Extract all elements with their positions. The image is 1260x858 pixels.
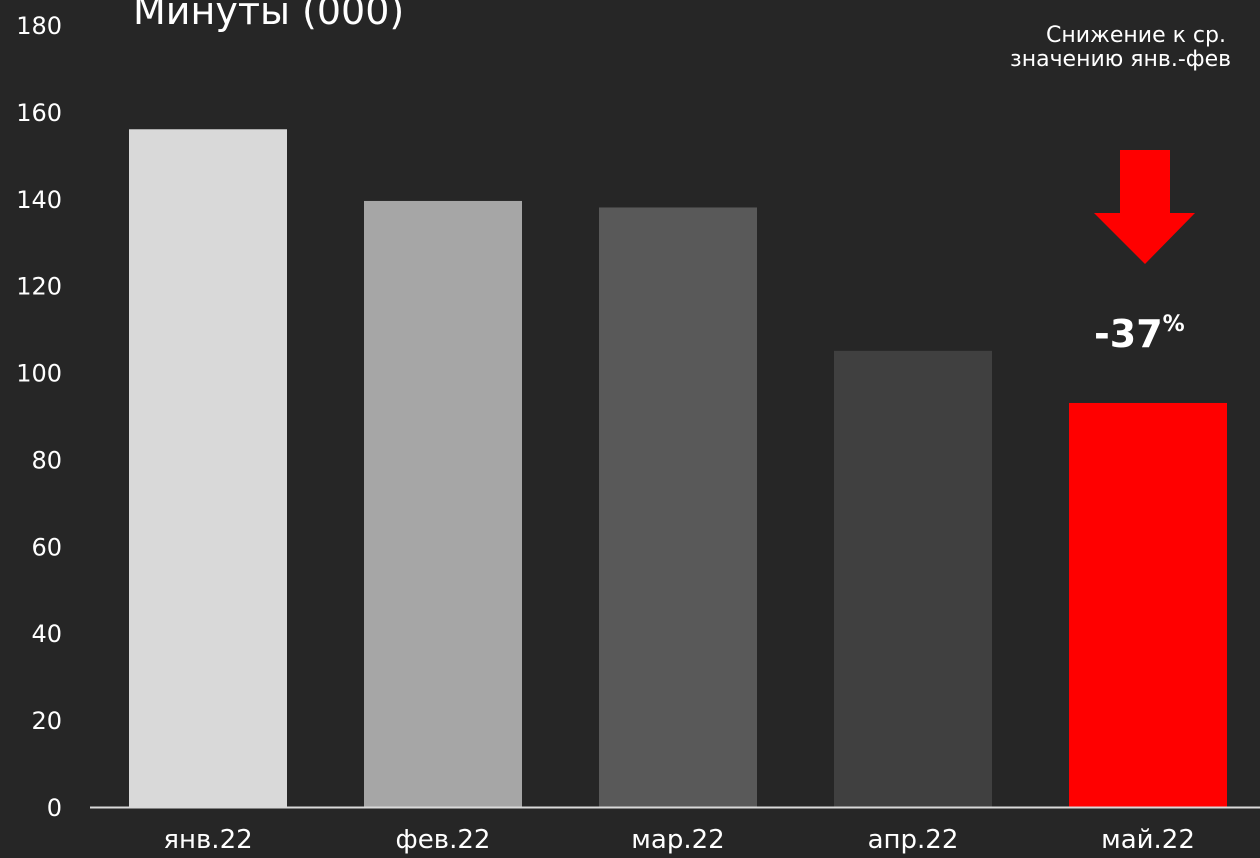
bars-group [129,129,1227,807]
chart-title: Минуты (000) [133,0,405,33]
bar-май.22 [1069,402,1227,807]
y-axis: 0 20 40 60 80 100 120 140 160 180 [16,12,62,822]
x-axis: янв.22 фев.22 мар.22 апр.22 май.22 [163,825,1195,855]
x-tick-label: апр.22 [868,825,959,855]
y-tick-label: 80 [31,446,62,474]
y-tick-label: 140 [16,186,62,214]
annotation-line-1: Снижение к ср. [1046,23,1226,48]
y-tick-label: 0 [47,794,62,822]
x-tick-label: фев.22 [396,825,491,855]
arrow-down-icon [1094,150,1195,264]
y-tick-label: 120 [16,273,62,301]
x-tick-label: май.22 [1101,825,1195,855]
decline-percentage: -37% [1094,303,1185,356]
x-tick-label: янв.22 [163,825,252,855]
percent-sign: % [1162,312,1185,337]
bar-апр.22 [834,350,992,807]
y-tick-label: 180 [16,12,62,40]
y-tick-label: 40 [31,620,62,648]
y-tick-label: 160 [16,99,62,127]
y-tick-label: 100 [16,360,62,388]
bar-фев.22 [364,200,522,807]
y-tick-label: 60 [31,533,62,561]
x-tick-label: мар.22 [631,825,724,855]
bar-янв.22 [129,129,287,807]
annotation-line-2: значению янв.-фев [1010,47,1232,72]
bar-мар.22 [599,207,757,807]
y-tick-label: 20 [31,707,62,735]
decline-value: -37 [1094,312,1163,356]
decline-annotation: Снижение к ср. значению янв.-фев [1010,24,1260,72]
